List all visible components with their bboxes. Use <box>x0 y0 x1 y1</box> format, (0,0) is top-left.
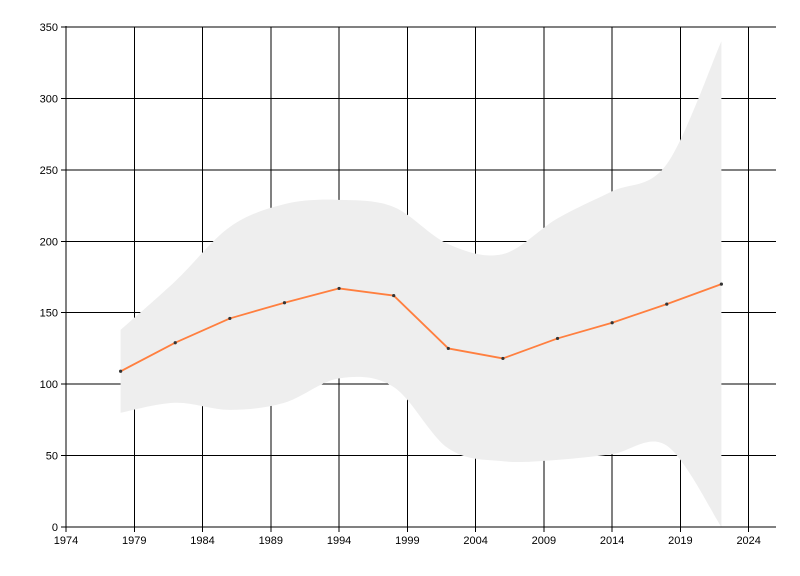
data-point <box>392 293 396 298</box>
x-tick-label: 1979 <box>122 535 146 547</box>
x-tick-label: 1989 <box>259 535 283 547</box>
data-point <box>228 316 232 321</box>
series-layer <box>119 282 723 373</box>
y-tick-label: 200 <box>40 236 58 248</box>
x-tick-label: 1974 <box>54 535 78 547</box>
data-point <box>282 301 287 305</box>
y-tick-label: 100 <box>40 379 58 391</box>
axes <box>61 26 776 532</box>
confidence-band <box>120 41 722 528</box>
data-point <box>610 321 614 325</box>
data-point <box>446 346 450 351</box>
x-tick-label: 2024 <box>736 535 760 547</box>
x-axis-tick-labels: 1974 1979 1984 1989 1994 1999 2004 2009 2014 2019… <box>54 535 761 547</box>
y-tick-label: 250 <box>40 165 58 177</box>
data-point <box>555 336 560 341</box>
y-tick-label: 300 <box>40 93 58 105</box>
y-axis-tick-labels: 0 50 100 150 200 250 300 350 <box>40 22 58 534</box>
data-point <box>173 341 177 345</box>
confidence-band-layer <box>120 41 722 528</box>
y-tick-label: 350 <box>40 22 58 34</box>
x-tick-label: 2004 <box>463 535 487 547</box>
x-tick-label: 1999 <box>395 535 419 547</box>
x-tick-label: 2019 <box>668 535 692 547</box>
data-point <box>119 369 123 373</box>
x-tick-label: 1984 <box>190 535 214 547</box>
y-tick-label: 50 <box>46 451 58 463</box>
x-tick-label: 1994 <box>327 535 351 547</box>
series-line <box>120 283 722 373</box>
data-point <box>337 286 341 291</box>
y-tick-label: 0 <box>52 522 58 534</box>
x-tick-label: 2009 <box>532 535 556 547</box>
data-point <box>665 302 669 306</box>
x-tick-label: 2014 <box>600 535 624 547</box>
data-point <box>719 282 723 286</box>
y-tick-label: 150 <box>40 308 58 320</box>
data-point <box>501 356 505 361</box>
